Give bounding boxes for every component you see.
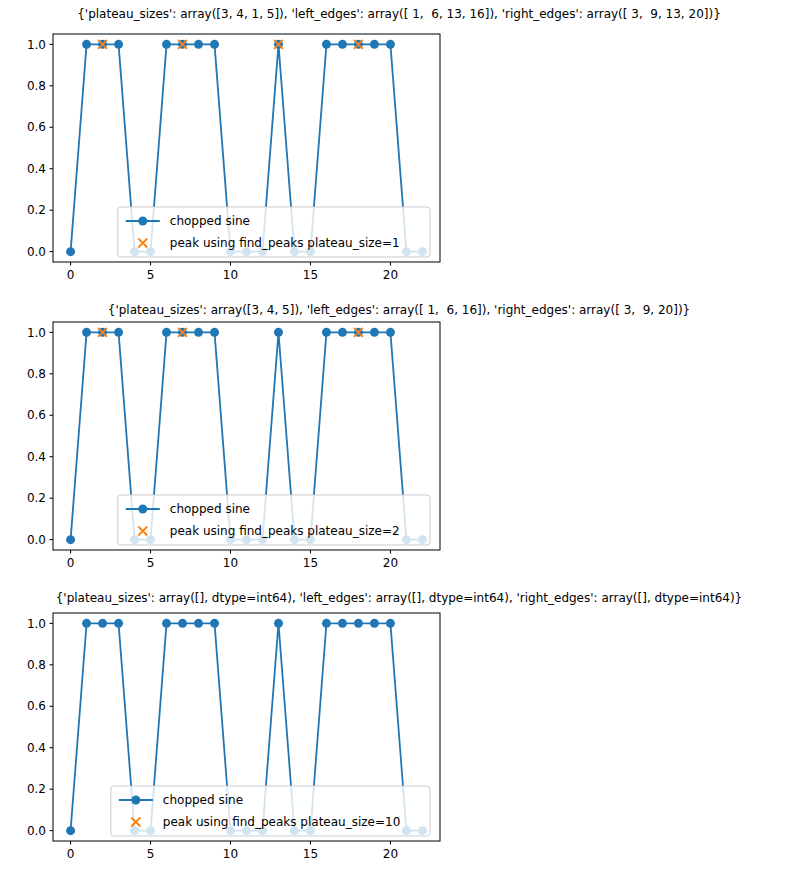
data-point-marker <box>82 328 91 337</box>
data-point-marker <box>98 619 107 628</box>
x-tick-label: 15 <box>303 556 318 570</box>
y-tick-label: 0.4 <box>27 450 46 464</box>
data-point-marker <box>210 40 219 49</box>
legend-circle-marker-sample <box>138 217 147 226</box>
y-tick-label: 0.0 <box>27 533 46 547</box>
legend-label-peak: peak using find_peaks plateau_size=10 <box>163 815 400 829</box>
data-point-marker <box>178 619 187 628</box>
x-tick-label: 20 <box>383 268 398 282</box>
x-tick-label: 0 <box>67 556 75 570</box>
x-tick-label: 15 <box>303 847 318 861</box>
data-point-marker <box>274 619 283 628</box>
x-tick-label: 20 <box>383 556 398 570</box>
data-point-marker <box>210 328 219 337</box>
matplotlib-figure: {'plateau_sizes': array([3, 4, 1, 5]), '… <box>0 0 798 875</box>
legend-circle-marker-sample <box>131 796 140 805</box>
y-tick-label: 0.6 <box>27 699 46 713</box>
data-point-marker <box>370 40 379 49</box>
y-tick-label: 0.4 <box>27 162 46 176</box>
data-point-marker <box>338 40 347 49</box>
legend-label-peak: peak using find_peaks plateau_size=2 <box>170 524 400 538</box>
y-tick-label: 0.2 <box>27 782 46 796</box>
x-tick-label: 5 <box>147 556 155 570</box>
data-point-marker <box>386 619 395 628</box>
legend-label-peak: peak using find_peaks plateau_size=1 <box>170 236 400 250</box>
y-tick-label: 0.0 <box>27 824 46 838</box>
data-point-marker <box>386 328 395 337</box>
y-tick-label: 1.0 <box>27 326 46 340</box>
x-tick-label: 10 <box>223 268 238 282</box>
data-point-marker <box>66 247 75 256</box>
legend-circle-marker-sample <box>138 505 147 514</box>
y-tick-label: 0.2 <box>27 491 46 505</box>
subplot-1: 0 5 10 15 20 0.0 0.2 0.4 0.6 0.8 1.0 chopped sine pe… <box>27 34 440 282</box>
data-point-marker <box>354 619 363 628</box>
data-point-marker <box>82 40 91 49</box>
data-point-marker <box>322 40 331 49</box>
data-point-marker <box>386 40 395 49</box>
data-point-marker <box>194 328 203 337</box>
data-point-marker <box>210 619 219 628</box>
y-tick-label: 0.8 <box>27 79 46 93</box>
x-tick-label: 5 <box>147 847 155 861</box>
x-tick-label: 20 <box>383 847 398 861</box>
plots-canvas: 0 5 10 15 20 0.0 0.2 0.4 0.6 0.8 1.0 chopped sine pe… <box>0 0 798 875</box>
data-point-marker <box>162 40 171 49</box>
y-tick-label: 1.0 <box>27 617 46 631</box>
x-tick-label: 0 <box>67 847 75 861</box>
data-point-marker <box>66 535 75 544</box>
data-point-marker <box>370 328 379 337</box>
x-tick-label: 0 <box>67 268 75 282</box>
subplot-2: 0 5 10 15 20 0.0 0.2 0.4 0.6 0.8 1.0 chopped sine pe… <box>27 322 440 570</box>
data-point-marker <box>162 328 171 337</box>
y-tick-label: 0.8 <box>27 658 46 672</box>
legend-label-chopped-sine: chopped sine <box>163 793 243 807</box>
data-point-marker <box>66 826 75 835</box>
legend-label-chopped-sine: chopped sine <box>170 502 250 516</box>
y-tick-label: 0.6 <box>27 120 46 134</box>
x-tick-label: 10 <box>223 556 238 570</box>
data-point-marker <box>338 619 347 628</box>
y-tick-label: 0.2 <box>27 203 46 217</box>
data-point-marker <box>370 619 379 628</box>
y-tick-label: 0.0 <box>27 245 46 259</box>
y-tick-label: 0.8 <box>27 367 46 381</box>
data-point-marker <box>162 619 171 628</box>
legend-label-chopped-sine: chopped sine <box>170 214 250 228</box>
subplot-3: 0 5 10 15 20 0.0 0.2 0.4 0.6 0.8 1.0 chopped sine pe… <box>27 613 440 861</box>
data-point-marker <box>82 619 91 628</box>
data-point-marker <box>194 40 203 49</box>
data-point-marker <box>322 328 331 337</box>
x-tick-label: 10 <box>223 847 238 861</box>
y-tick-label: 0.4 <box>27 741 46 755</box>
data-point-marker <box>114 40 123 49</box>
data-point-marker <box>338 328 347 337</box>
y-tick-label: 1.0 <box>27 38 46 52</box>
x-tick-label: 5 <box>147 268 155 282</box>
data-point-marker <box>114 328 123 337</box>
data-point-marker <box>274 328 283 337</box>
data-point-marker <box>322 619 331 628</box>
y-tick-label: 0.6 <box>27 408 46 422</box>
data-point-marker <box>114 619 123 628</box>
data-point-marker <box>194 619 203 628</box>
x-tick-label: 15 <box>303 268 318 282</box>
